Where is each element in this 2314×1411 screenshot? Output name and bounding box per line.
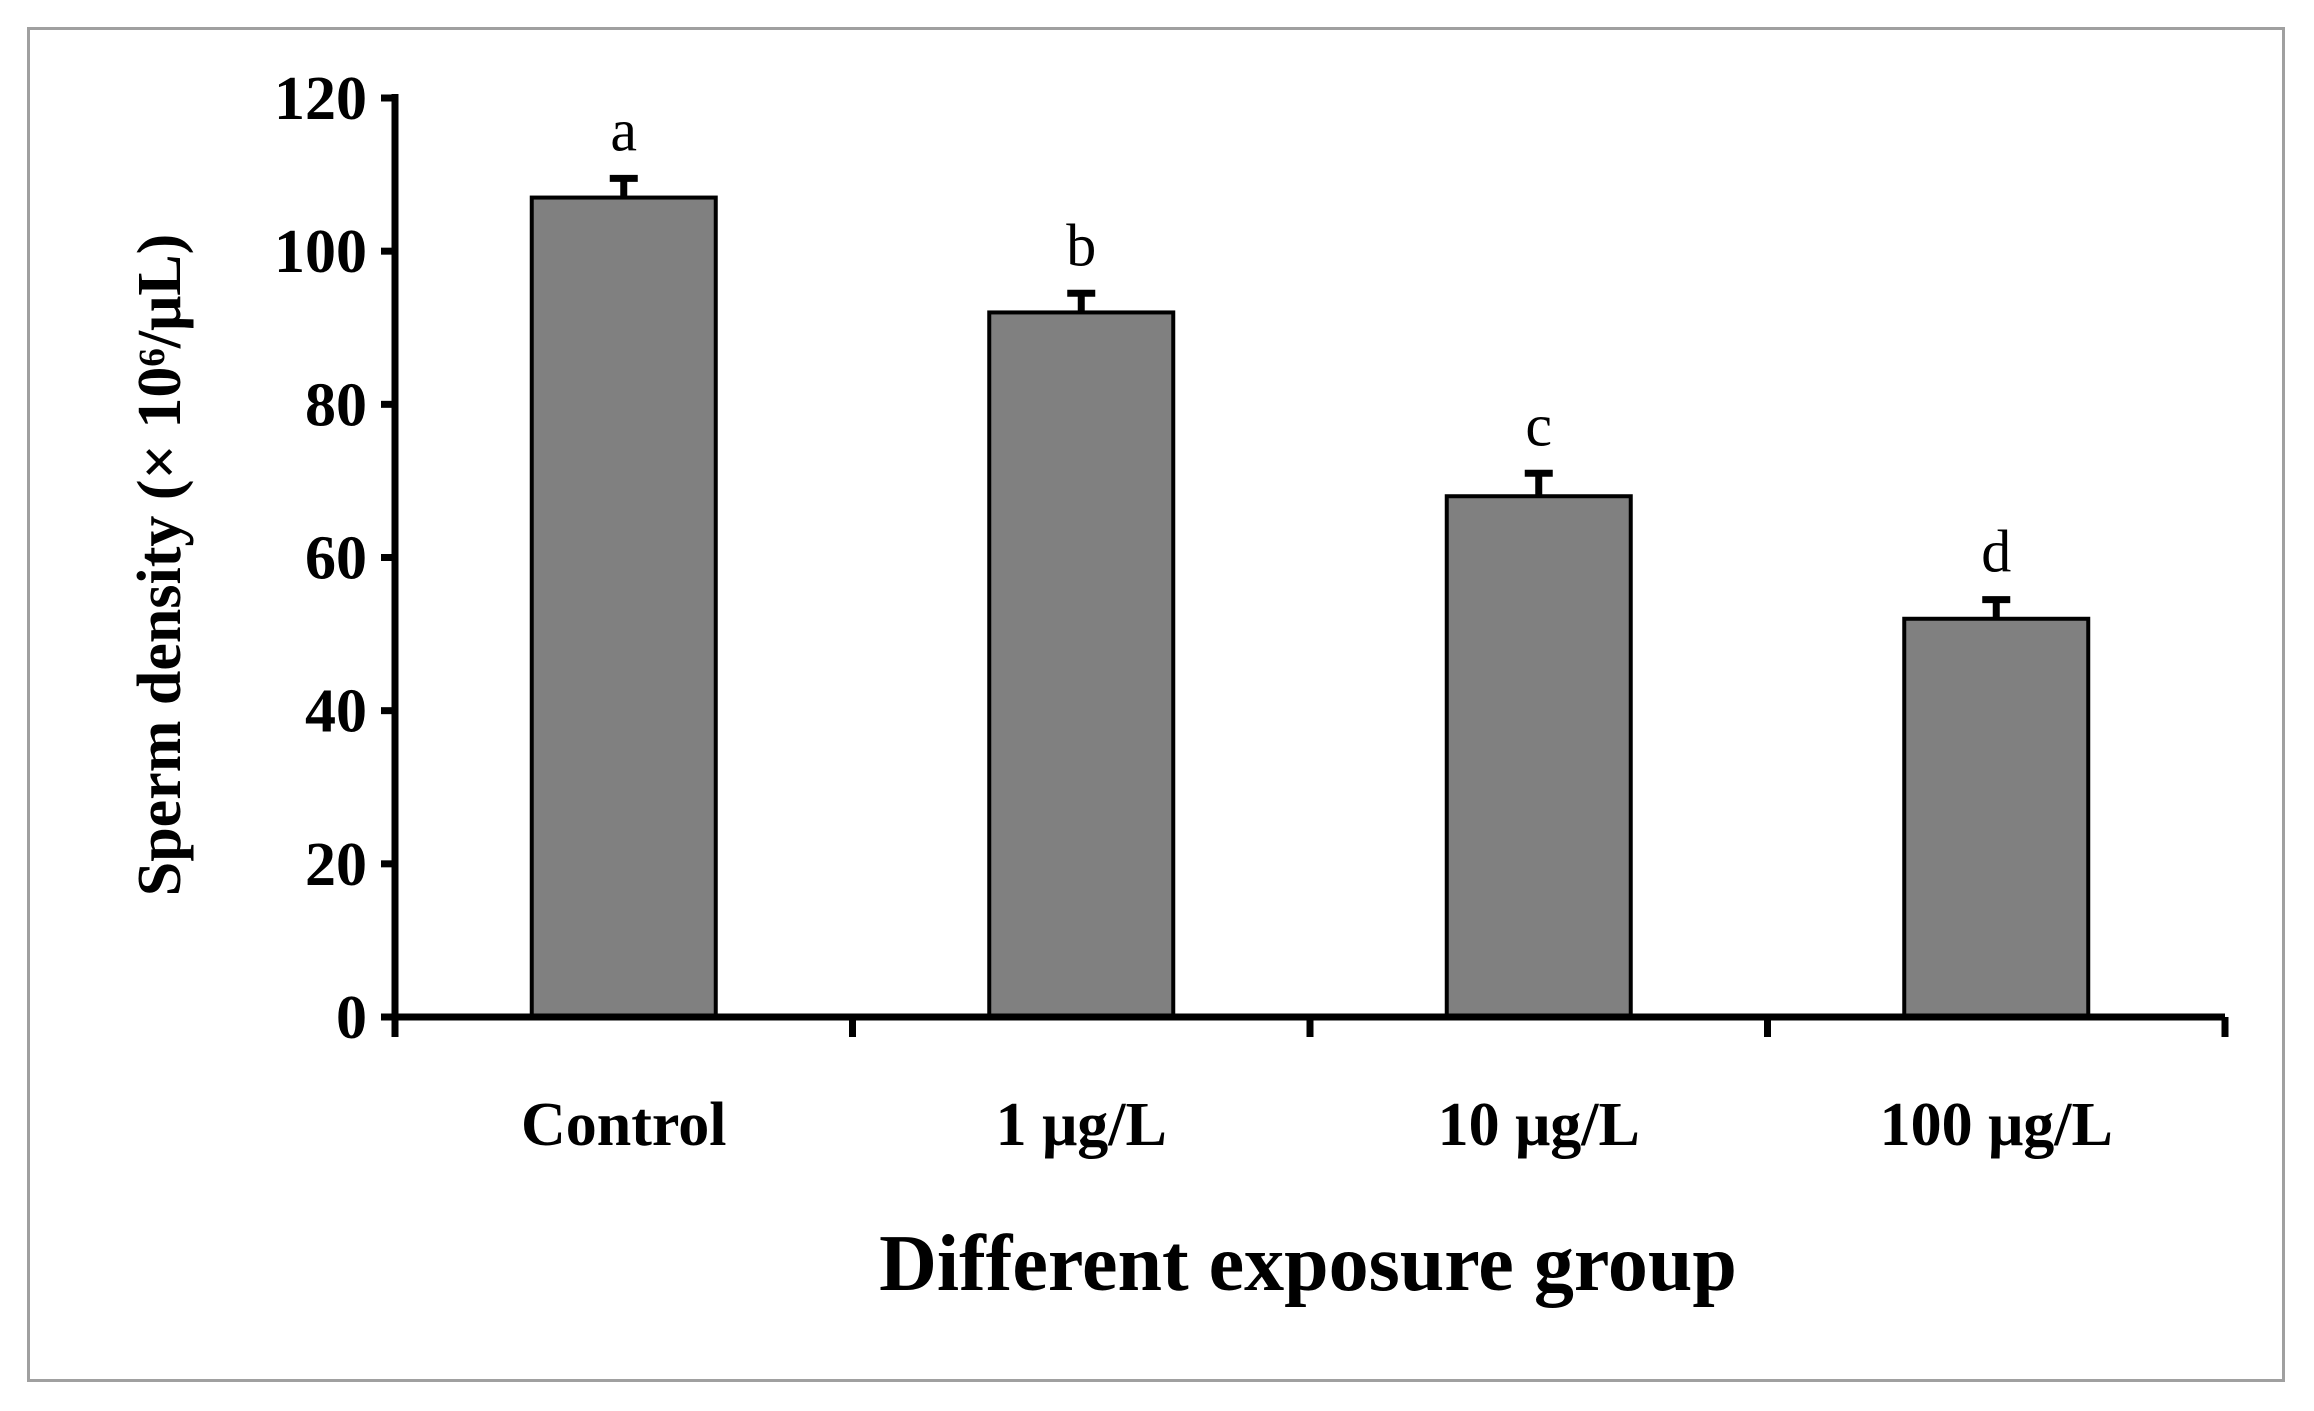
y-tick-label: 40	[305, 678, 367, 746]
y-tick-label: 80	[305, 371, 367, 439]
category-labels: Control 1 μg/L 10 μg/L 100 μg/L	[521, 1091, 2113, 1159]
y-tick-label: 120	[274, 65, 367, 133]
category-label: 1 μg/L	[996, 1091, 1167, 1159]
x-axis-title: Different exposure group	[879, 1220, 1737, 1308]
significance-letters: a b c d	[610, 97, 2011, 584]
bar	[1444, 494, 1633, 1019]
category-label: Control	[521, 1091, 727, 1159]
category-label: 100 μg/L	[1880, 1091, 2113, 1159]
y-axis-ticks: 0 20 40 60 80 100 120	[274, 65, 395, 1052]
bar	[1902, 616, 2091, 1019]
category-label: 10 μg/L	[1438, 1091, 1640, 1159]
y-tick-label: 100	[274, 218, 367, 286]
significance-letter: c	[1525, 392, 1552, 458]
significance-letter: d	[1981, 519, 2011, 585]
y-tick-label: 60	[305, 525, 367, 593]
bar	[987, 310, 1176, 1019]
y-axis-title: Sperm density (× 10⁶/μL)	[126, 234, 194, 897]
y-tick-label: 20	[305, 831, 367, 899]
error-bars	[609, 174, 2011, 619]
significance-letter: a	[610, 97, 637, 163]
bar	[529, 195, 718, 1019]
bars	[529, 195, 2091, 1019]
significance-letter: b	[1066, 212, 1096, 278]
y-tick-label: 0	[336, 984, 367, 1052]
